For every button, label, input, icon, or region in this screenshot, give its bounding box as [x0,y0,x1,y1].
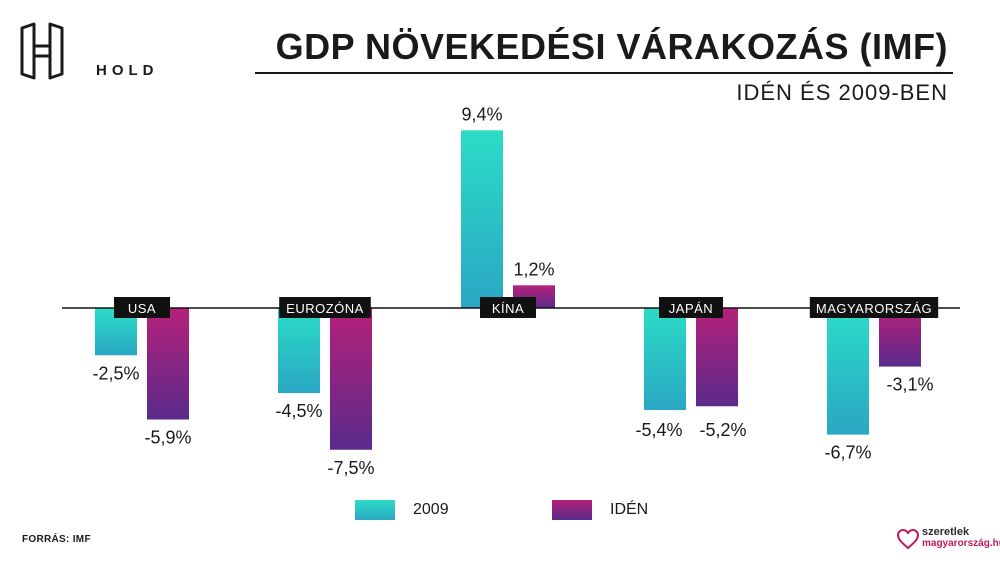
data-label-usa-2009: -2,5% [92,363,139,383]
data-label-japán-2009: -5,4% [635,420,682,440]
heart-icon [896,528,920,550]
page-title: GDP NÖVEKEDÉSI VÁRAKOZÁS (IMF) [275,26,948,67]
category-box-usa [114,297,170,318]
category-box-kína [480,297,536,318]
category-label-usa: USA [128,301,156,316]
bar-usa-iden [147,308,189,420]
category-box-magyarország [809,297,939,318]
data-label-kína-iden: 1,2% [513,259,554,279]
data-label-eurozóna-2009: -4,5% [275,401,322,421]
category-box-eurozóna [279,297,371,318]
bar-eurozóna-2009 [278,308,320,394]
bar-japán-2009 [644,308,686,411]
data-label-magyarország-iden: -3,1% [886,375,933,395]
bar-magyarország-2009 [827,308,869,435]
source-note: FORRÁS: IMF [22,534,91,545]
category-box-japán [659,297,723,318]
hold-logo-text: HOLD [96,62,159,79]
hold-logo: HOLD [16,22,176,92]
bar-kína-2009 [461,130,503,308]
hold-logo-icon [20,22,64,80]
data-label-magyarország-2009: -6,7% [824,443,871,463]
brand-text-line1: szeretlek [922,526,970,538]
category-label-magyarország: MAGYARORSZÁG [816,301,932,316]
category-label-kína: KÍNA [492,301,524,316]
data-label-japán-iden: -5,2% [699,420,746,440]
bar-eurozóna-iden [330,308,372,450]
brand-text-line2: magyarország.hu [922,538,1000,549]
data-label-eurozóna-iden: -7,5% [327,458,374,478]
brand-logo: szeretlek magyarország.hu [896,523,1000,557]
bar-japán-iden [696,308,738,407]
title-underline [255,72,953,74]
category-label-japán: JAPÁN [669,301,713,316]
category-label-eurozóna: EUROZÓNA [286,301,364,316]
data-label-kína-2009: 9,4% [461,104,502,124]
data-label-usa-iden: -5,9% [144,428,191,448]
page-subtitle: IDÉN ÉS 2009-BEN [736,80,948,105]
